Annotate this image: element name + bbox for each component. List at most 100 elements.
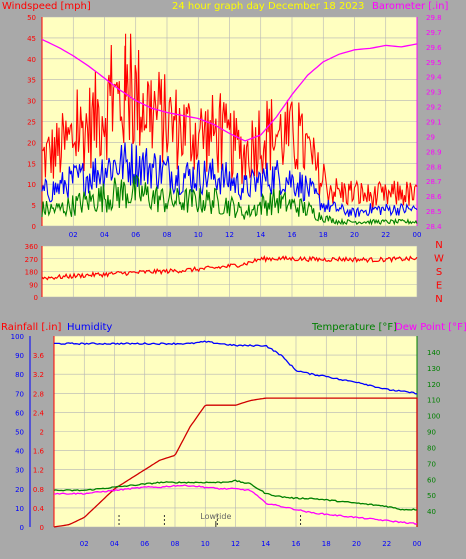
barometer-tick-label: 28.4 xyxy=(426,223,442,231)
barometer-tick-label: 28.9 xyxy=(426,148,442,156)
climate-series-rainfall xyxy=(53,397,418,528)
humidity-tick-label: 60 xyxy=(15,409,24,417)
temperature-tick-label: 90 xyxy=(427,429,436,437)
hour-tick-label: 18 xyxy=(322,540,331,548)
wind-tick-label: 30 xyxy=(27,98,36,106)
rainfall-tick-label: 3.2 xyxy=(33,371,44,379)
hour-tick-label: 00 xyxy=(413,540,422,548)
temperature-tick-label: 140 xyxy=(427,349,440,357)
humidity-axis-title: Humidity xyxy=(67,322,112,333)
compass-label: S xyxy=(436,267,442,278)
hour-tick-label: 14 xyxy=(261,540,270,548)
rainfall-tick-label: 3.6 xyxy=(33,352,45,360)
temperature-tick-label: 110 xyxy=(427,397,440,405)
barometer-tick-label: 29.8 xyxy=(426,14,442,22)
barometer-tick-label: 28.5 xyxy=(426,208,442,216)
wind-series-gust xyxy=(41,33,418,210)
hour-tick-label: 20 xyxy=(350,231,359,239)
hour-tick-label: 04 xyxy=(100,231,109,239)
hour-tick-label: 10 xyxy=(201,540,210,548)
wind-tick-label: 35 xyxy=(27,77,36,85)
humidity-tick-label: 30 xyxy=(15,467,24,475)
temperature-tick-label: 120 xyxy=(427,381,440,389)
wind-tick-label: 25 xyxy=(27,119,36,127)
temperature-tick-label: 60 xyxy=(427,476,436,484)
hour-tick-label: 02 xyxy=(69,231,78,239)
barometer-axis-title: Barometer [.in] xyxy=(372,1,448,12)
hour-tick-label: 02 xyxy=(80,540,89,548)
humidity-tick-label: 20 xyxy=(15,486,24,494)
barometer-tick-label: 29.5 xyxy=(426,59,442,67)
compass-label: E xyxy=(436,281,442,292)
barometer-tick-label: 29 xyxy=(426,133,435,141)
barometer-tick-label: 29.3 xyxy=(426,89,442,97)
humidity-tick-label: 40 xyxy=(15,448,24,456)
rainfall-tick-label: 1.6 xyxy=(33,448,45,456)
hour-tick-label: 00 xyxy=(413,231,422,239)
temperature-tick-label: 80 xyxy=(427,444,436,452)
hour-tick-label: 22 xyxy=(382,540,391,548)
barometer-tick-label: 29.2 xyxy=(426,104,442,112)
hour-tick-label: 06 xyxy=(140,540,149,548)
rainfall-tick-label: 2 xyxy=(40,429,44,437)
direction-tick-label: 180 xyxy=(25,269,38,277)
wind-tick-label: 10 xyxy=(27,181,36,189)
compass-label: W xyxy=(434,254,444,265)
hour-tick-label: 22 xyxy=(381,231,390,239)
humidity-tick-label: 10 xyxy=(15,505,24,513)
humidity-tick-label: 100 xyxy=(11,333,24,341)
hour-tick-label: 06 xyxy=(131,231,140,239)
wind-tick-label: 45 xyxy=(27,35,36,43)
wind-series-minimum xyxy=(41,174,418,226)
rainfall-tick-label: 0 xyxy=(40,524,44,532)
compass-label: N xyxy=(435,294,442,305)
rainfall-tick-label: 2.8 xyxy=(33,390,44,398)
wind-tick-label: 50 xyxy=(27,14,36,22)
hour-tick-label: 20 xyxy=(352,540,361,548)
hour-tick-label: 18 xyxy=(319,231,328,239)
humidity-tick-label: 70 xyxy=(15,390,24,398)
compass-label: N xyxy=(435,240,442,251)
climate-series-humidity xyxy=(54,340,418,395)
hour-tick-label: 14 xyxy=(256,231,265,239)
temperature-tick-label: 70 xyxy=(427,460,436,468)
hour-tick-label: 12 xyxy=(225,231,234,239)
barometer-tick-label: 28.6 xyxy=(426,193,442,201)
temperature-tick-label: 40 xyxy=(427,508,436,516)
temperature-tick-label: 130 xyxy=(427,365,440,373)
rainfall-tick-label: 0.8 xyxy=(33,486,44,494)
barometer-series xyxy=(41,38,418,142)
hour-tick-label: 16 xyxy=(288,231,297,239)
direction-tick-label: 0 xyxy=(34,294,38,302)
hour-tick-label: 08 xyxy=(171,540,180,548)
hour-tick-label: 04 xyxy=(110,540,119,548)
barometer-tick-label: 28.8 xyxy=(426,163,442,171)
hour-tick-label: 12 xyxy=(231,540,240,548)
chart-title: 24 hour graph day December 18 2023 xyxy=(172,1,364,12)
hour-tick-label: 08 xyxy=(163,231,172,239)
rainfall-tick-label: 0.4 xyxy=(33,505,45,513)
humidity-tick-label: 90 xyxy=(15,352,24,360)
barometer-tick-label: 29.7 xyxy=(426,29,442,37)
humidity-tick-label: 0 xyxy=(20,524,24,532)
direction-tick-label: 360 xyxy=(25,243,38,251)
rainfall-tick-label: 1.2 xyxy=(33,467,44,475)
barometer-tick-label: 29.4 xyxy=(426,74,442,82)
wind-tick-label: 20 xyxy=(27,139,36,147)
direction-tick-label: 90 xyxy=(29,281,38,289)
direction-series xyxy=(41,255,418,281)
temperature-tick-label: 100 xyxy=(427,413,440,421)
hour-tick-label: 16 xyxy=(292,540,301,548)
wind-tick-label: 5 xyxy=(32,202,36,210)
barometer-tick-label: 28.7 xyxy=(426,178,442,186)
dewpoint-axis-title: Dew Point [°F] xyxy=(395,322,466,333)
climate-series-dewpoint xyxy=(53,484,418,525)
wind-tick-label: 40 xyxy=(27,56,36,64)
direction-tick-label: 270 xyxy=(25,256,38,264)
rainfall-tick-label: 2.4 xyxy=(33,409,45,417)
wind-tick-label: 15 xyxy=(27,160,36,168)
windspeed-axis-title: Windspeed [mph] xyxy=(2,1,91,12)
temperature-tick-label: 50 xyxy=(427,492,436,500)
